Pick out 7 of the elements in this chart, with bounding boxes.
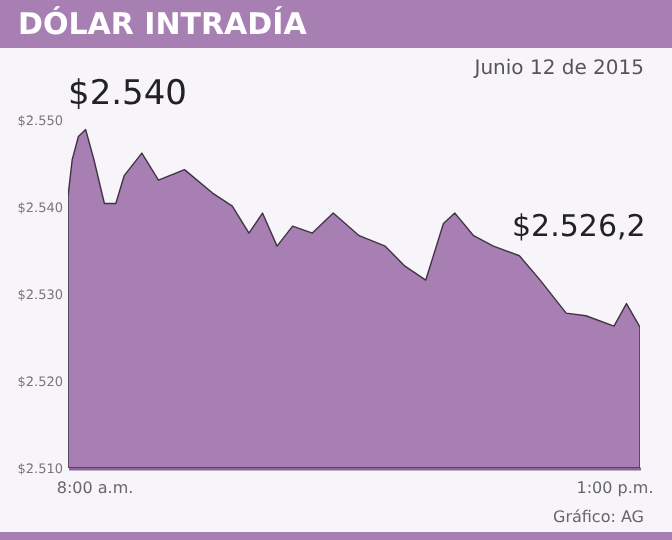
x-tick-label: 8:00 a.m. [56,479,134,497]
chart-title: DÓLAR INTRADÍA [0,0,672,48]
x-tick-label: 1:00 p.m. [576,479,654,497]
text: $2.540 [68,74,187,114]
chart-subtitle: Junio 12 de 2015 [474,58,644,80]
annotation: $2.526,2 [512,208,646,244]
text: Gráfico: AG [553,508,644,526]
